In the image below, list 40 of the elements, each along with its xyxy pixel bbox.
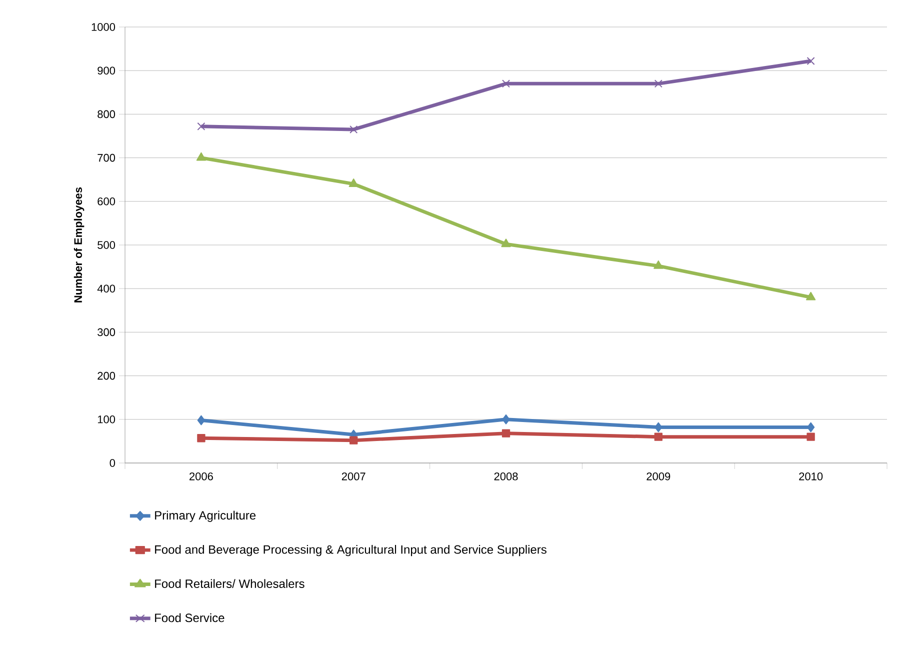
- y-tick-label: 100: [98, 415, 116, 424]
- point: [502, 80, 510, 88]
- y-tick-label: 700: [98, 154, 116, 162]
- point: [806, 432, 815, 441]
- point: [654, 422, 662, 432]
- point: [806, 422, 815, 432]
- y-tick-label: 300: [98, 328, 116, 336]
- y-tick-label: 800: [98, 110, 116, 118]
- point: [197, 434, 206, 442]
- x-tick-label: 2010: [799, 472, 823, 480]
- x-tick-label: 2007: [342, 472, 366, 480]
- point: [806, 292, 816, 300]
- point: [654, 432, 662, 441]
- point: [197, 415, 206, 426]
- point: [501, 238, 511, 248]
- point: [350, 125, 358, 134]
- point: [350, 436, 358, 444]
- point: [348, 178, 358, 187]
- x-tick-label: 2006: [190, 472, 213, 480]
- legend-label: Food Service: [155, 613, 224, 622]
- point: [502, 414, 510, 424]
- legend-label: Food and Beverage Processing & Agricultural Input and Service Suppliers: [155, 544, 546, 556]
- y-axis-title: Number of Employees: [74, 187, 84, 302]
- legend-label: Food Retailers/ Wholesalers: [155, 579, 304, 588]
- point: [806, 56, 815, 66]
- point: [654, 260, 664, 269]
- point: [502, 429, 510, 438]
- y-tick-label: 500: [98, 241, 116, 249]
- point: [654, 80, 662, 88]
- y-tick-label: 1000: [92, 23, 116, 31]
- x-tick-label: 2008: [494, 472, 518, 480]
- legend-label: Primary Agriculture: [155, 510, 256, 522]
- y-tick-label: 200: [98, 372, 116, 380]
- y-tick-label: 600: [98, 197, 116, 206]
- y-tick-label: 900: [98, 66, 116, 74]
- point: [197, 122, 206, 130]
- y-tick-label: 0: [110, 459, 116, 467]
- point: [196, 152, 206, 161]
- y-tick-label: 400: [97, 284, 116, 292]
- x-tick-label: 2009: [646, 472, 670, 480]
